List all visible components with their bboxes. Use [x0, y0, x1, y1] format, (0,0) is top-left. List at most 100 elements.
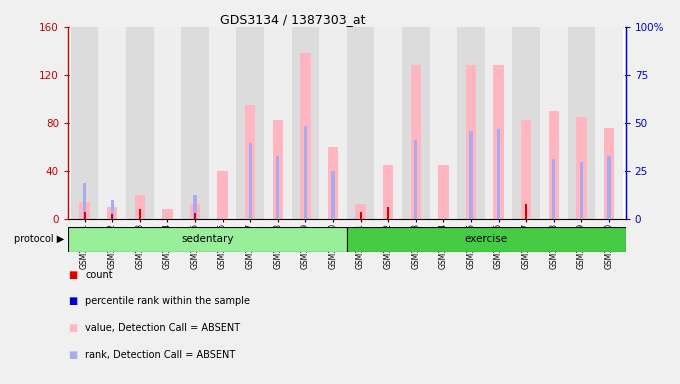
Bar — [497, 129, 500, 219]
Bar — [580, 162, 583, 219]
Bar — [414, 140, 418, 219]
Bar — [521, 121, 532, 219]
Bar — [218, 171, 228, 219]
Bar — [193, 195, 197, 219]
Bar — [139, 209, 141, 219]
Bar — [469, 131, 473, 219]
Bar — [525, 204, 527, 219]
Bar — [304, 126, 307, 219]
Bar — [190, 204, 200, 219]
Text: ■: ■ — [68, 270, 78, 280]
Bar — [360, 212, 362, 219]
Bar — [387, 207, 389, 219]
Bar — [331, 171, 335, 219]
Bar — [111, 200, 114, 219]
Bar — [194, 213, 196, 219]
Bar — [237, 27, 264, 219]
Bar — [154, 27, 181, 219]
Bar — [209, 27, 237, 219]
Bar — [300, 53, 311, 219]
Bar — [190, 204, 200, 219]
Bar — [193, 195, 197, 219]
Bar — [135, 195, 145, 219]
Bar — [248, 143, 252, 219]
Bar — [580, 162, 583, 219]
Bar — [411, 65, 421, 219]
FancyBboxPatch shape — [347, 227, 626, 252]
Bar — [360, 212, 362, 219]
Bar — [99, 27, 126, 219]
Bar — [276, 157, 279, 219]
Bar — [83, 183, 86, 219]
Bar — [497, 129, 500, 219]
Bar — [181, 27, 209, 219]
Bar — [604, 127, 614, 219]
Bar — [494, 65, 504, 219]
Text: ■: ■ — [68, 350, 78, 360]
Bar — [402, 27, 430, 219]
Bar — [248, 143, 252, 219]
Bar — [521, 121, 532, 219]
Bar — [552, 159, 556, 219]
Bar — [83, 183, 86, 219]
Bar — [375, 27, 402, 219]
Bar — [347, 27, 375, 219]
Bar — [438, 165, 449, 219]
Bar — [162, 209, 173, 219]
Bar — [126, 27, 154, 219]
Bar — [568, 27, 595, 219]
Bar — [383, 165, 394, 219]
Bar — [84, 212, 86, 219]
Bar — [383, 165, 394, 219]
Bar — [525, 204, 527, 219]
Bar — [328, 147, 338, 219]
Bar — [162, 209, 173, 219]
Bar — [549, 111, 559, 219]
Bar — [607, 157, 611, 219]
Bar — [319, 27, 347, 219]
Bar — [513, 27, 540, 219]
Bar — [485, 27, 513, 219]
Bar — [576, 117, 587, 219]
Bar — [356, 204, 366, 219]
Bar — [494, 65, 504, 219]
Bar — [469, 131, 473, 219]
Bar — [80, 202, 90, 219]
Bar — [135, 195, 145, 219]
Bar — [576, 117, 587, 219]
Text: ■: ■ — [68, 323, 78, 333]
Bar — [466, 65, 476, 219]
Bar — [107, 207, 118, 219]
Bar — [331, 171, 335, 219]
Bar — [292, 27, 319, 219]
Bar — [84, 212, 86, 219]
Bar — [328, 147, 338, 219]
Bar — [276, 157, 279, 219]
Text: count: count — [85, 270, 113, 280]
Bar — [111, 200, 114, 219]
Bar — [466, 65, 476, 219]
Bar — [245, 105, 256, 219]
Bar — [604, 127, 614, 219]
Bar — [540, 27, 568, 219]
Bar — [411, 65, 421, 219]
Bar — [71, 27, 99, 219]
Bar — [112, 214, 113, 219]
Bar — [112, 214, 113, 219]
Text: sedentary: sedentary — [181, 234, 234, 244]
Bar — [80, 202, 90, 219]
Text: rank, Detection Call = ABSENT: rank, Detection Call = ABSENT — [85, 350, 235, 360]
Bar — [438, 165, 449, 219]
Bar — [387, 207, 389, 219]
FancyBboxPatch shape — [68, 227, 347, 252]
Text: value, Detection Call = ABSENT: value, Detection Call = ABSENT — [85, 323, 240, 333]
Bar — [139, 209, 141, 219]
Bar — [245, 105, 256, 219]
Bar — [430, 27, 457, 219]
Text: percentile rank within the sample: percentile rank within the sample — [85, 296, 250, 306]
Bar — [218, 171, 228, 219]
Bar — [264, 27, 292, 219]
Bar — [194, 213, 196, 219]
Bar — [552, 159, 556, 219]
Bar — [300, 53, 311, 219]
